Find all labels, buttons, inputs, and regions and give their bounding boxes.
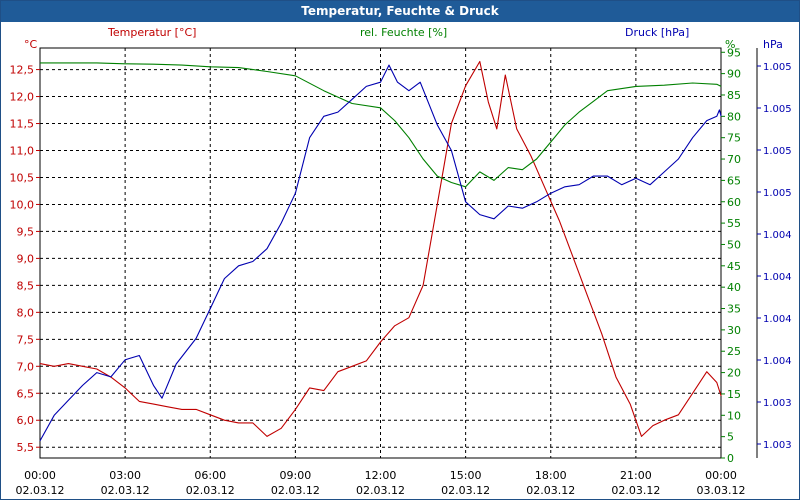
left-tick-label: 11,0 <box>10 145 35 158</box>
humidity-tick-label: 80 <box>727 110 741 123</box>
pressure-tick-label: 1.004 <box>763 230 792 241</box>
humidity-tick-label: 25 <box>727 345 741 358</box>
x-tick-date: 03.03.12 <box>697 484 746 497</box>
humidity-tick-label: 10 <box>727 409 741 422</box>
left-tick-label: 7,5 <box>17 333 35 346</box>
humidity-tick-label: 35 <box>727 303 741 316</box>
humidity-tick-label: 95 <box>727 46 741 59</box>
humidity-tick-label: 5 <box>727 431 734 444</box>
pressure-tick-label: 1.003 <box>763 440 792 451</box>
pressure-series-line <box>39 64 722 442</box>
x-tick-time: 21:00 <box>620 469 652 482</box>
humidity-tick-label: 55 <box>727 217 741 230</box>
humidity-axis-unit: % <box>725 38 735 51</box>
humidity-tick-label: 15 <box>727 388 741 401</box>
x-tick-date: 02.03.12 <box>271 484 320 497</box>
legend-humidity: rel. Feuchte [%] <box>360 26 447 39</box>
humidity-tick-label: 45 <box>727 260 741 273</box>
pressure-tick-label: 1.004 <box>763 272 792 283</box>
left-tick-label: 12,0 <box>10 91 35 104</box>
left-tick-label: 8,0 <box>17 306 35 319</box>
left-tick-label: 7,0 <box>17 360 35 373</box>
left-axis-unit: °C <box>24 38 38 51</box>
humidity-tick-label: 60 <box>727 196 741 209</box>
window-title: Temperatur, Feuchte & Druck <box>1 1 799 22</box>
humidity-tick-label: 40 <box>727 281 741 294</box>
left-tick-label: 8,5 <box>17 279 35 292</box>
humidity-tick-label: 20 <box>727 367 741 380</box>
left-tick-label: 10,5 <box>10 171 35 184</box>
left-tick-label: 5,5 <box>17 441 35 454</box>
series-layer <box>39 60 722 442</box>
left-axis-ticks: 5,5 6,0 6,5 7,0 7,5 8,0 8,5 9,0 9,5 10,0 10,5 11,0 1… <box>10 64 40 454</box>
humidity-tick-label: 0 <box>727 452 734 465</box>
humidity-tick-label: 85 <box>727 89 741 102</box>
x-tick-date: 02.03.12 <box>16 484 65 497</box>
left-tick-label: 12,5 <box>10 64 35 77</box>
pressure-tick-label: 1.005 <box>763 62 792 73</box>
legend-temperature: Temperatur [°C] <box>107 26 196 39</box>
x-tick-date: 02.03.12 <box>526 484 575 497</box>
humidity-tick-label: 90 <box>727 68 741 81</box>
x-tick-time: 06:00 <box>194 469 226 482</box>
humidity-tick-label: 75 <box>727 132 741 145</box>
pressure-tick-label: 1.005 <box>763 146 792 157</box>
pressure-tick-label: 1.004 <box>763 314 792 325</box>
humidity-tick-label: 65 <box>727 174 741 187</box>
pressure-tick-label: 1.005 <box>763 104 792 115</box>
x-tick-time: 15:00 <box>450 469 482 482</box>
x-tick-time: 03:00 <box>109 469 141 482</box>
left-tick-label: 9,0 <box>17 252 35 265</box>
x-tick-date: 02.03.12 <box>101 484 150 497</box>
humidity-tick-label: 50 <box>727 238 741 251</box>
humidity-axis-ticks: 0 5 10 15 20 25 30 35 40 45 50 55 60 65 70 75 80 85 90 95 <box>721 46 741 465</box>
humidity-tick-label: 30 <box>727 324 741 337</box>
pressure-tick-label: 1.005 <box>763 188 792 199</box>
x-tick-time: 18:00 <box>535 469 567 482</box>
humidity-tick-label: 70 <box>727 153 741 166</box>
x-tick-date: 02.03.12 <box>611 484 660 497</box>
x-tick-time: 12:00 <box>365 469 397 482</box>
pressure-tick-label: 1.004 <box>763 356 792 367</box>
left-tick-label: 10,0 <box>10 198 35 211</box>
legend-pressure: Druck [hPa] <box>625 26 689 39</box>
humidity-series-line <box>40 62 722 188</box>
x-tick-time: 00:00 <box>705 469 737 482</box>
pressure-axis-ticks: 1.003 1.003 1.004 1.004 1.004 1.004 1.005 1.005… <box>757 62 792 451</box>
pressure-axis-unit: hPa <box>763 38 783 51</box>
x-tick-date: 02.03.12 <box>356 484 405 497</box>
temperature-series-line <box>39 60 722 437</box>
x-tick-date: 02.03.12 <box>186 484 235 497</box>
x-tick-time: 09:00 <box>280 469 312 482</box>
pressure-tick-label: 1.003 <box>763 398 792 409</box>
chart-grid <box>40 48 721 458</box>
x-tick-time: 00:00 <box>24 469 56 482</box>
left-tick-label: 9,5 <box>17 225 35 238</box>
x-axis-ticks: 00:00 02.03.12 03:00 02.03.12 06:00 02.03.12 0… <box>16 469 746 497</box>
left-tick-label: 6,5 <box>17 387 35 400</box>
left-tick-label: 11,5 <box>10 118 35 131</box>
left-tick-label: 6,0 <box>17 414 35 427</box>
plot-frame <box>39 47 722 459</box>
x-tick-date: 02.03.12 <box>441 484 490 497</box>
